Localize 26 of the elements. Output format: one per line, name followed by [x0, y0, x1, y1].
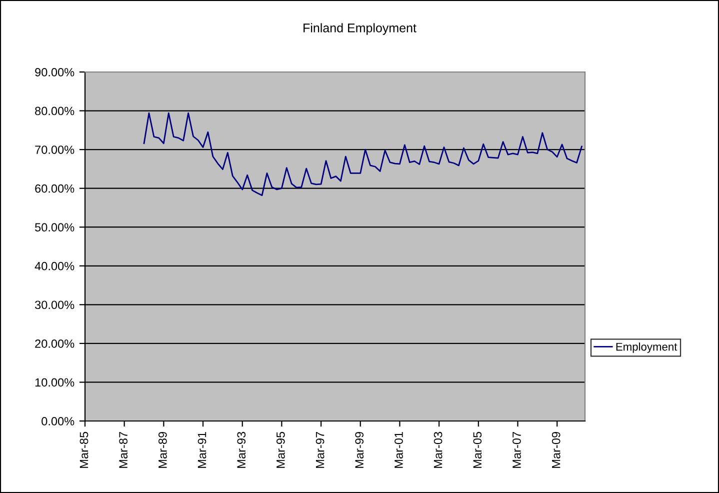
- x-tick-label: Mar-95: [276, 432, 285, 468]
- x-tick-label: Mar-09: [552, 432, 560, 468]
- y-tick-label: 30.00%: [34, 300, 74, 310]
- y-tick-label: 70.00%: [35, 146, 74, 154]
- x-tick-label: Mar-85: [80, 432, 88, 468]
- x-tick-label: Mar-05: [473, 432, 482, 468]
- y-tick-label: 40.00%: [34, 262, 74, 270]
- x-tick-label: Mar-87: [119, 432, 128, 468]
- x-tick-label: Mar-07: [512, 432, 521, 468]
- x-tick-label: Mar-91: [198, 432, 206, 468]
- y-tick-label: 10.00%: [35, 378, 74, 387]
- line-series: [143, 112, 582, 196]
- chart-title: Finland Employment: [304, 23, 416, 35]
- x-tick-label: Mar-97: [316, 432, 324, 468]
- y-tick-label: 20.00%: [35, 339, 74, 348]
- y-tick-label: 80.00%: [35, 106, 74, 116]
- x-tick-label: Mar-99: [355, 432, 364, 468]
- x-tick-label: Mar-93: [237, 432, 246, 468]
- y-tick-label: 0.00%: [42, 417, 74, 426]
- x-tick-label: Mar-03: [434, 432, 442, 468]
- x-tick-label: Mar-89: [158, 432, 167, 468]
- y-tick-label: 60.00%: [35, 184, 74, 193]
- y-tick-label: 90.00%: [35, 68, 74, 76]
- x-tick-label: Mar-01: [394, 432, 403, 468]
- y-tick-label: 50.00%: [35, 223, 74, 232]
- legend-label: Employment: [616, 342, 678, 353]
